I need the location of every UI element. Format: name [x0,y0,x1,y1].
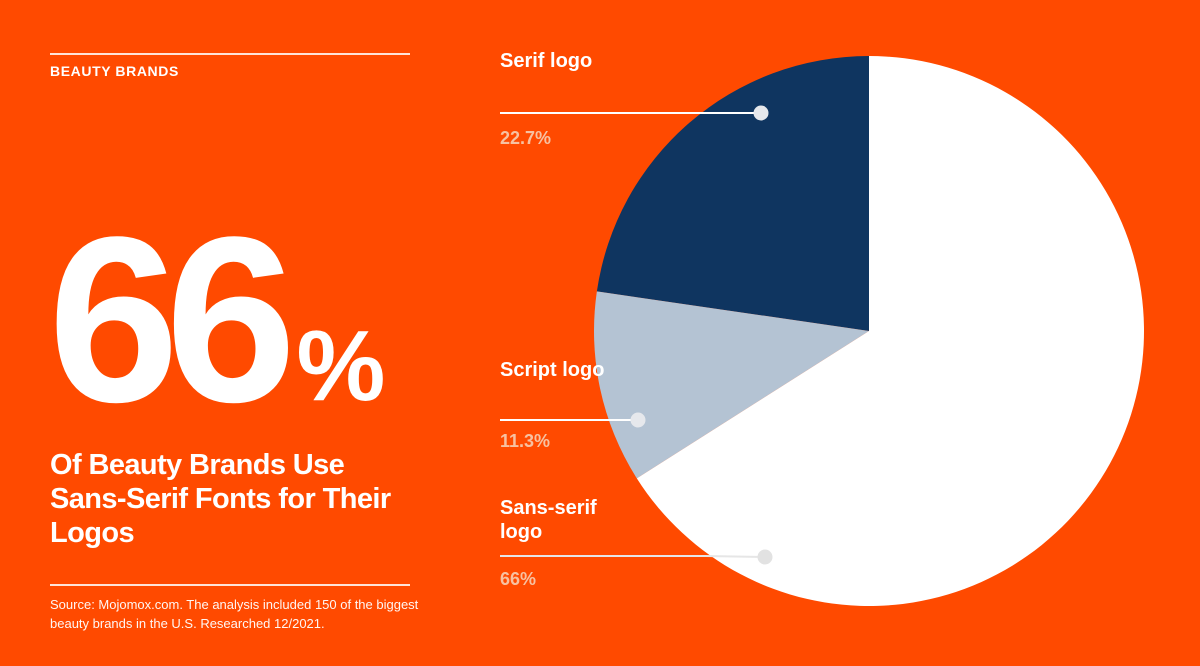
pie-slice-sans-serif [636,56,1145,606]
slice-value-script: 11.3% [500,431,551,451]
pie-leader-lines [500,105,773,565]
slice-label-script: Script logo [500,359,605,381]
slice-label-serif: Serif logo [500,50,593,72]
slice-value-serif: 22.7% [500,128,552,148]
top-rule [50,53,410,55]
pie-slice-serif [596,56,869,331]
leader-dot-script [630,412,646,428]
source-note: Source: Mojomox.com. The analysis includ… [50,597,419,631]
hero-stat: 66 % [48,202,386,438]
pie-slice-script [594,291,869,479]
bottom-rule [50,584,410,586]
slice-label-sans-serif: Sans-serif logo [500,497,597,543]
hero-number: 66 [48,188,296,452]
eyebrow-label: BEAUTY BRANDS [50,63,179,79]
leader-dot-sans-serif [757,549,773,565]
leader-dot-serif [753,105,769,121]
pie-slices [594,56,1145,606]
slice-value-sans-serif: 66% [500,569,537,589]
headline: Of Beauty Brands Use Sans-Serif Fonts fo… [50,449,391,550]
hero-percent-sign: % [296,310,386,422]
leader-line-sans-serif [500,555,766,558]
